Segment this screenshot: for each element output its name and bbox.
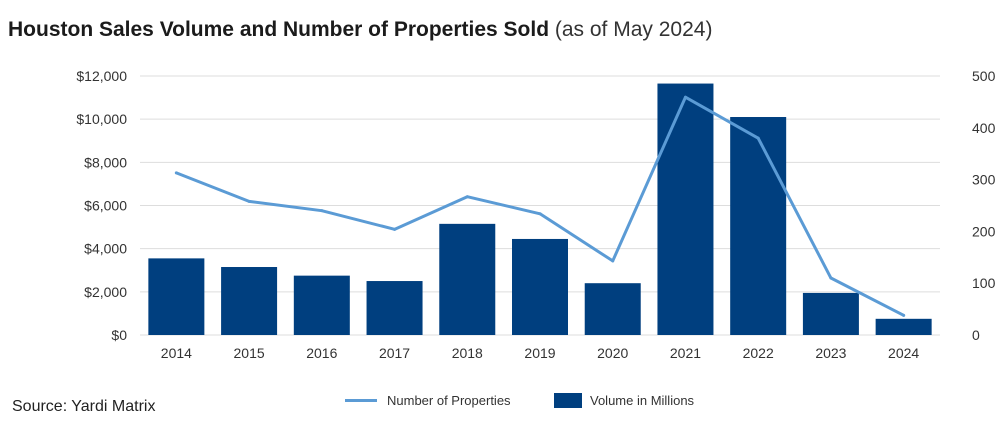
source-note: Source: Yardi Matrix (12, 398, 156, 415)
legend-item-line: Number of Properties (345, 393, 511, 408)
x-tick-label: 2017 (379, 345, 410, 361)
x-tick-label: 2020 (597, 345, 628, 361)
bar-2018 (439, 223, 496, 335)
x-tick-label: 2022 (743, 345, 774, 361)
title-main: Houston Sales Volume and Number of Prope… (8, 18, 550, 41)
y-left-tick-label: $12,000 (76, 68, 127, 84)
bar-series (148, 83, 932, 335)
x-tick-label: 2018 (452, 345, 483, 361)
y-right-tick-label: 400 (972, 120, 996, 136)
line-point-2021 (683, 95, 687, 99)
y-right-tick-label: 200 (972, 223, 996, 239)
y-left-tick-label: $4,000 (84, 241, 127, 257)
y-left-tick-label: $8,000 (84, 154, 127, 170)
line-point-2018 (465, 195, 469, 199)
title-subtitle: (as of May 2024) (554, 18, 713, 41)
x-tick-label: 2024 (888, 345, 919, 361)
bar-2024 (875, 318, 932, 335)
bar-2014 (148, 258, 205, 335)
x-axis: 2014 2015 2016 2017 2018 2019 2020 2021 2022 2023… (161, 345, 920, 361)
x-tick-label: 2015 (234, 345, 265, 361)
bar-2016 (293, 275, 350, 335)
line-point-2020 (611, 259, 615, 263)
bar-2022 (730, 117, 787, 335)
line-point-2022 (756, 136, 760, 140)
bar-2019 (512, 238, 568, 335)
line-point-2019 (538, 212, 542, 216)
x-tick-label: 2014 (161, 345, 192, 361)
legend-item-bar: Volume in Millions (554, 393, 694, 408)
x-tick-label: 2021 (670, 345, 701, 361)
y-left-tick-label: $10,000 (76, 111, 127, 127)
line-series (174, 95, 906, 317)
legend-line-label: Number of Properties (387, 393, 511, 408)
y-right-tick-label: 0 (972, 327, 980, 343)
line-point-2015 (247, 199, 251, 203)
y-left-tick-label: $0 (111, 327, 127, 343)
chart-title: Houston Sales Volume and Number of Prope… (8, 18, 712, 42)
line-point-2017 (393, 227, 397, 231)
x-tick-label: 2016 (306, 345, 337, 361)
line-point-2014 (174, 171, 178, 175)
legend-bar-swatch (554, 393, 582, 408)
y-left-tick-label: $2,000 (84, 284, 127, 300)
bar-2020 (584, 283, 641, 335)
y-left-tick-label: $6,000 (84, 198, 127, 214)
bar-2015 (221, 267, 278, 335)
x-tick-label: 2023 (815, 345, 846, 361)
bar-2023 (802, 292, 859, 335)
y-right-tick-label: 300 (972, 172, 996, 188)
x-tick-label: 2019 (524, 345, 555, 361)
legend-bar-label: Volume in Millions (590, 393, 695, 408)
y-right-tick-label: 100 (972, 275, 996, 291)
line-point-2023 (829, 276, 833, 280)
line-point-2024 (902, 313, 906, 317)
bar-2017 (366, 281, 423, 335)
y-axis-right: 0 100 200 300 400 500 (972, 68, 996, 343)
bar-2021 (657, 83, 714, 335)
y-right-tick-label: 500 (972, 68, 996, 84)
line-point-2016 (320, 209, 324, 213)
legend-line-swatch (345, 399, 377, 402)
y-axis-left: $0 $2,000 $4,000 $6,000 $8,000 $10,000 $12,000 (76, 68, 127, 343)
